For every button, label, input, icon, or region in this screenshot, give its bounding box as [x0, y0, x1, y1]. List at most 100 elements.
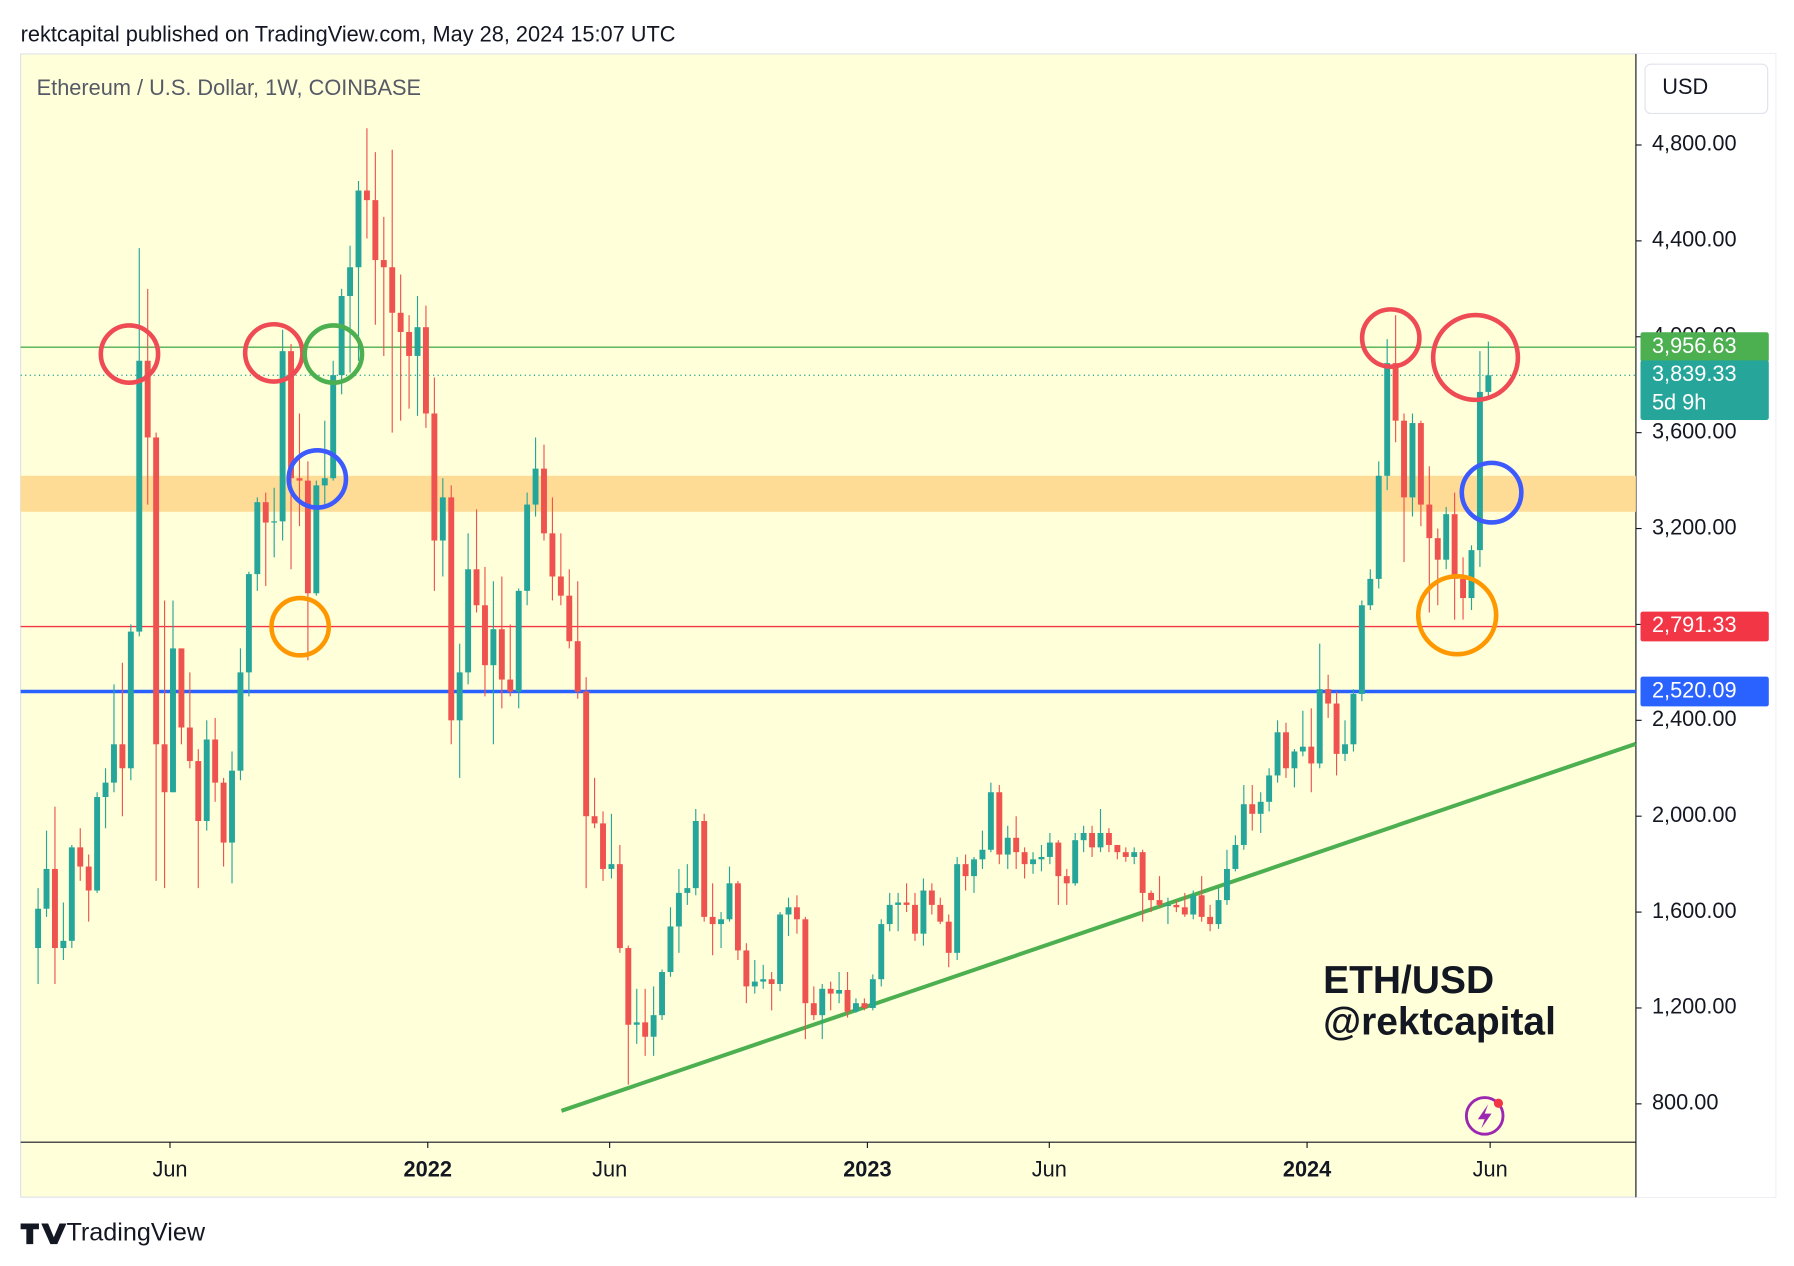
candle-body — [701, 820, 708, 917]
candle-body — [1308, 746, 1315, 764]
candle-body — [751, 981, 758, 987]
candle-body — [987, 792, 994, 850]
candle-body — [515, 590, 522, 692]
candle-body — [844, 989, 851, 1012]
candle-body — [186, 727, 193, 762]
current-price-tag — [1640, 360, 1769, 420]
candle-body — [1417, 423, 1424, 505]
candle-body — [1325, 689, 1332, 704]
candle-body — [650, 1015, 657, 1037]
candle-body — [1240, 804, 1247, 845]
trendline — [560, 741, 1636, 1113]
candle-body — [304, 480, 311, 594]
candle-body — [355, 190, 362, 268]
candle-body — [507, 679, 514, 692]
candle-body — [372, 200, 379, 261]
candle-body — [785, 907, 792, 915]
y-tick-label: 3,200.00 — [1652, 514, 1737, 539]
level-tag — [1640, 332, 1769, 363]
candle-body — [810, 1003, 817, 1016]
candle-body — [1333, 703, 1340, 754]
circle — [1415, 574, 1499, 657]
candle-body — [1224, 868, 1230, 901]
candle-body — [760, 979, 767, 982]
x-tick-label: 2022 — [404, 1157, 452, 1182]
circle — [269, 595, 332, 658]
candle-body — [1392, 363, 1399, 421]
candle-body — [94, 797, 101, 891]
y-tick-label: 2,400.00 — [1652, 706, 1737, 731]
y-tick-label: 4,800.00 — [1652, 131, 1737, 156]
x-tick-label: 2023 — [843, 1157, 891, 1182]
candle-body — [836, 989, 843, 994]
candle-body — [1198, 895, 1205, 917]
candle-body — [1105, 832, 1112, 845]
x-tick-label: Jun — [1032, 1157, 1067, 1182]
candle-body — [667, 926, 674, 973]
candle-body — [861, 1003, 868, 1008]
candle-body — [675, 892, 682, 927]
candle-body — [1030, 859, 1036, 865]
currency: USD — [1662, 74, 1708, 99]
candle-body — [482, 605, 488, 666]
candle-body — [591, 816, 598, 824]
currency-box[interactable] — [1644, 63, 1769, 115]
circle — [1459, 460, 1524, 525]
candle-body — [659, 972, 665, 1016]
candle-body — [119, 744, 126, 769]
circle — [98, 323, 161, 385]
level-label: 2,520.09 — [1652, 677, 1737, 702]
candle-body — [397, 312, 404, 332]
y-tick-label: 1,200.00 — [1652, 994, 1737, 1019]
current-price-label: 3,839.33 — [1652, 361, 1737, 386]
candle-body — [1468, 550, 1475, 599]
candle-body — [153, 437, 160, 745]
candle-body — [853, 1003, 859, 1012]
alert-icon[interactable] — [1464, 1096, 1505, 1136]
candle-body — [1316, 689, 1323, 764]
candle-body — [928, 890, 935, 905]
candle-body — [600, 823, 606, 869]
candle-body — [954, 864, 961, 953]
candle-body — [170, 648, 176, 793]
watermark: @rektcapital — [1323, 1001, 1556, 1044]
candle-body — [566, 595, 573, 642]
candle-body — [254, 502, 261, 575]
candle-body — [35, 908, 42, 949]
candle-body — [912, 904, 918, 934]
candle-body — [1004, 837, 1011, 855]
candle-body — [1139, 852, 1146, 893]
candle-body — [321, 478, 328, 486]
candle-body — [1426, 504, 1433, 539]
candle-body — [262, 502, 269, 523]
candle-body — [1409, 423, 1416, 498]
candle-body — [1460, 578, 1467, 599]
candle-body — [1232, 844, 1239, 869]
candle-body — [1164, 904, 1171, 907]
candle-body — [136, 360, 143, 632]
circle — [242, 321, 305, 384]
y-tick-label: 800.00 — [1652, 1090, 1719, 1115]
candle-body — [827, 988, 834, 994]
footer: TradingView — [66, 1219, 205, 1247]
candle-body — [642, 1022, 649, 1037]
level-label: 3,956.63 — [1652, 333, 1737, 358]
candle-body — [1046, 842, 1053, 857]
candles — [35, 128, 1636, 1113]
circle — [1359, 307, 1422, 369]
chart-frame — [20, 53, 1777, 1198]
candle-body — [1283, 732, 1289, 769]
candle-body — [793, 907, 800, 920]
candle-body — [734, 883, 741, 951]
candle-body — [886, 904, 893, 925]
level-tag — [1640, 676, 1769, 707]
candle-body — [1207, 916, 1214, 925]
candle-body — [608, 864, 615, 869]
candle-body — [456, 672, 463, 721]
candle-body — [212, 739, 219, 783]
watermark: ETH/USD — [1323, 959, 1494, 1002]
candle-body — [945, 921, 952, 953]
icon-bolt — [1477, 1104, 1492, 1129]
candle-body — [144, 360, 151, 438]
candle-body — [549, 533, 556, 577]
